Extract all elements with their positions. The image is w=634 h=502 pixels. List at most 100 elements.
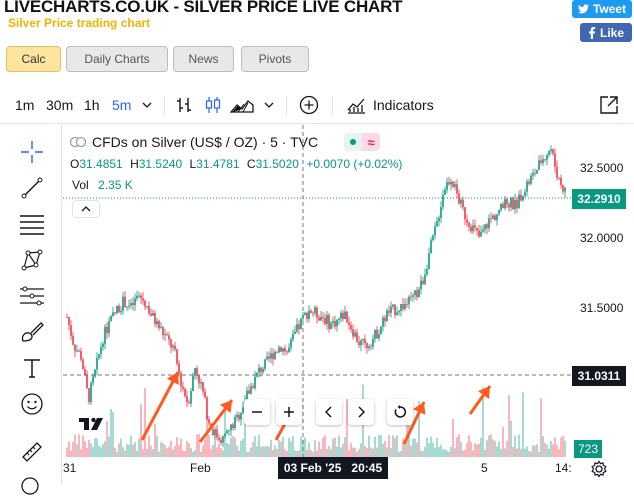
volume-bar (538, 451, 540, 457)
candle-body (418, 289, 420, 298)
candle-body (224, 433, 226, 437)
candle-body (266, 356, 268, 360)
compare-button[interactable] (299, 86, 319, 124)
open-label: O (70, 157, 80, 171)
candle-body (272, 353, 274, 360)
scroll-left-button[interactable] (316, 399, 342, 425)
volume-bar (394, 438, 396, 457)
candle-body (334, 321, 336, 327)
area-style-button[interactable] (230, 86, 254, 124)
candle-body (514, 199, 516, 210)
volume-bar (508, 395, 510, 457)
volume-bar (282, 436, 284, 457)
close-value: 31.5020 (255, 157, 299, 171)
interval-1h[interactable]: 1h (84, 97, 100, 113)
tab-calc[interactable]: Calc (6, 46, 61, 72)
volume-bar (506, 441, 508, 457)
crosshair-tool[interactable] (16, 138, 48, 166)
candle-body (284, 348, 286, 352)
tab-daily-charts[interactable]: Daily Charts (66, 46, 168, 72)
volume-bar (420, 450, 422, 457)
like-button[interactable]: Like (580, 23, 632, 42)
market-status-badge[interactable]: ≈ (344, 133, 381, 151)
candle-body (536, 169, 538, 174)
candle-body (292, 334, 294, 340)
candle-body (512, 197, 514, 210)
tradingview-logo[interactable] (76, 410, 110, 438)
emoji-tool[interactable] (16, 390, 48, 418)
ruler-tool[interactable] (16, 438, 48, 466)
volume-bar (516, 448, 518, 457)
volume-bar (540, 398, 542, 457)
volume-bar (300, 436, 302, 457)
candle-body (158, 320, 160, 329)
candle-body (238, 414, 240, 420)
volume-bar (412, 438, 414, 457)
zoom-out-button[interactable] (244, 399, 270, 425)
brush-tool[interactable] (16, 318, 48, 346)
candle-body (302, 314, 304, 319)
volume-bar (92, 447, 94, 457)
close-label: C (246, 157, 256, 171)
candle-body (398, 310, 400, 313)
indicators-button[interactable]: Indicators (346, 86, 434, 124)
text-tool[interactable] (16, 354, 48, 382)
candle-body (540, 160, 542, 163)
bars-icon (177, 98, 191, 112)
interval-dropdown[interactable] (142, 86, 152, 124)
candle-body (562, 185, 564, 192)
toolbar-divider (164, 96, 165, 116)
annotation-arrow (140, 371, 180, 441)
candle-body (444, 189, 446, 195)
pattern-tool[interactable] (16, 246, 48, 274)
chart-type-dropdown[interactable] (264, 86, 274, 124)
projection-tool[interactable] (16, 282, 48, 310)
chart-settings-button[interactable] (590, 460, 608, 483)
volume-bar (530, 451, 532, 457)
fullscreen-button[interactable] (599, 86, 619, 124)
candle-body (412, 295, 414, 297)
trend-line-tool[interactable] (16, 174, 48, 202)
interval-30m[interactable]: 30m (46, 97, 74, 113)
interval-5m[interactable]: 5m (112, 97, 132, 113)
volume-bar (368, 435, 370, 457)
volume-bar (112, 411, 114, 457)
candle-body (318, 317, 320, 321)
candle-body (454, 184, 456, 187)
price-chart[interactable] (63, 125, 634, 484)
magnet-tool[interactable] (16, 474, 48, 502)
candle-body (230, 424, 232, 431)
zoom-in-button[interactable] (276, 399, 302, 425)
volume-bar (182, 450, 184, 457)
volume-bar (256, 446, 258, 457)
interval-1m[interactable]: 1m (15, 97, 35, 113)
candle-body (268, 356, 270, 359)
candle-body (152, 313, 154, 316)
volume-bar (328, 445, 330, 457)
tweet-button[interactable]: Tweet (572, 0, 632, 18)
chart-pane[interactable] (63, 125, 634, 484)
tab-news[interactable]: News (173, 46, 234, 72)
candle-body (174, 345, 176, 350)
candle-body (226, 430, 228, 434)
candle-body (84, 369, 86, 375)
candle-body (154, 313, 156, 325)
volume-bar (494, 441, 496, 457)
candle-body (322, 316, 324, 319)
reset-chart-button[interactable] (387, 399, 413, 425)
tab-pivots[interactable]: Pivots (241, 46, 309, 72)
scroll-right-button[interactable] (348, 399, 374, 425)
bar-style-button[interactable] (175, 86, 193, 124)
candles-button[interactable] (204, 86, 222, 124)
candle-body (120, 310, 122, 313)
fib-tool[interactable] (16, 210, 48, 238)
collapse-legend-button[interactable] (72, 200, 100, 218)
volume-bar (414, 438, 416, 457)
candle-body (188, 402, 190, 404)
volume-value: 2.35 K (98, 178, 133, 192)
volume-bar (438, 447, 440, 457)
candle-body (100, 347, 102, 355)
candle-body (408, 296, 410, 305)
chevron-up-icon (81, 206, 91, 212)
volume-bar (160, 442, 162, 457)
